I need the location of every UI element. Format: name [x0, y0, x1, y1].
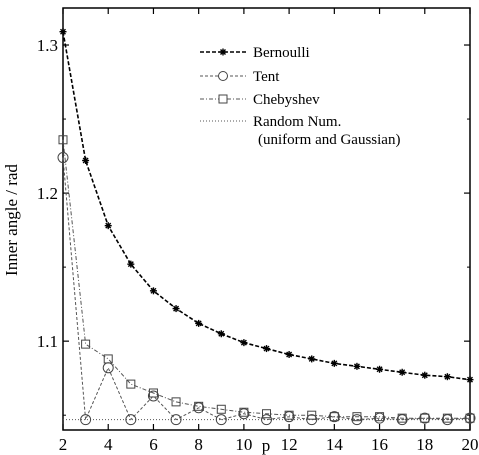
data-point-chebyshev: [262, 409, 271, 419]
legend-item-bernoulli: Bernoulli: [200, 45, 310, 61]
legend-label-bernoulli: Bernoulli: [253, 45, 310, 61]
x-axis-label: p: [262, 436, 271, 455]
y-axis-label: Inner angle / rad: [2, 164, 21, 276]
data-point-tent: [328, 411, 340, 423]
legend-label-tent: Tent: [253, 69, 280, 85]
legend-label-chebyshev: Chebyshev: [253, 92, 320, 108]
data-point-bernoulli: [466, 376, 474, 384]
x-tick-label: 4: [104, 435, 113, 454]
x-tick-label: 10: [235, 435, 252, 454]
data-point-tent: [193, 402, 205, 414]
legend-label-random-line2: (uniform and Gaussian): [258, 132, 400, 148]
legend: Bernoulli Tent Chebyshev Random Num. (un…: [200, 45, 400, 148]
series-line-tent: [62, 157, 471, 421]
data-point-tent: [57, 152, 69, 164]
legend-item-tent: Tent: [200, 69, 280, 85]
data-point-bernoulli: [82, 157, 90, 165]
x-tick-label: 14: [326, 435, 344, 454]
x-tick-label: 8: [194, 435, 203, 454]
data-point-bernoulli: [330, 359, 338, 367]
legend-item-random: Random Num. (uniform and Gaussian): [200, 114, 400, 148]
data-point-tent: [215, 414, 227, 426]
data-point-bernoulli: [195, 319, 203, 327]
data-point-bernoulli: [217, 330, 225, 338]
data-point-bernoulli: [104, 222, 112, 230]
data-point-tent: [351, 414, 363, 426]
data-point-bernoulli: [353, 362, 361, 370]
data-point-bernoulli: [240, 339, 248, 347]
data-point-tent: [441, 414, 453, 426]
data-point-bernoulli: [443, 373, 451, 381]
data-point-chebyshev: [329, 412, 339, 422]
data-point-tent: [80, 414, 92, 426]
data-point-chebyshev: [216, 404, 226, 414]
data-point-tent: [125, 414, 137, 426]
data-point-tent: [419, 412, 431, 424]
series-tent: [57, 152, 476, 426]
data-point-bernoulli: [59, 28, 67, 36]
data-point-chebyshev: [465, 413, 475, 423]
data-point-tent: [170, 414, 182, 426]
data-point-tent: [102, 362, 114, 374]
x-tick-label: 6: [149, 435, 158, 454]
data-point-bernoulli: [376, 365, 384, 373]
series-line-chebyshev: [62, 139, 470, 419]
data-point-tent: [306, 414, 318, 426]
data-point-tent: [283, 411, 295, 423]
series-layer: [57, 28, 476, 426]
data-point-bernoulli: [285, 350, 293, 358]
data-point-tent: [147, 390, 159, 402]
data-point-tent: [374, 412, 386, 424]
legend-marker-tent: [218, 71, 228, 81]
legend-marker-bernoulli: [219, 48, 227, 56]
data-point-tent: [238, 408, 250, 420]
data-point-chebyshev: [126, 379, 136, 389]
data-point-bernoulli: [127, 260, 135, 268]
series-bernoulli: [59, 28, 474, 384]
y-tick-label: 1.2: [37, 184, 58, 203]
data-point-bernoulli: [421, 371, 429, 379]
data-point-tent: [261, 414, 272, 426]
data-point-bernoulli: [398, 368, 406, 376]
ticks-layer: 2 4 6 8 10 12 14 16 18 20 1.1 1.2 1.3: [37, 8, 479, 454]
data-point-tent: [464, 412, 476, 424]
x-tick-label: 12: [281, 435, 298, 454]
legend-label-random: Random Num.: [253, 114, 341, 130]
legend-item-chebyshev: Chebyshev: [200, 92, 320, 108]
x-tick-label: 2: [59, 435, 68, 454]
x-tick-label: 20: [462, 435, 479, 454]
series-chebyshev: [58, 135, 475, 423]
data-point-bernoulli: [149, 287, 157, 295]
data-point-chebyshev: [81, 339, 91, 349]
plot-frame: [62, 7, 471, 431]
data-point-chebyshev: [171, 397, 181, 407]
y-tick-label: 1.3: [37, 36, 58, 55]
data-point-bernoulli: [308, 355, 316, 363]
data-point-bernoulli: [263, 345, 270, 353]
data-point-tent: [396, 414, 408, 426]
data-point-bernoulli: [172, 305, 180, 313]
y-tick-label: 1.1: [37, 332, 58, 351]
data-point-chebyshev: [58, 135, 68, 145]
x-tick-label: 18: [416, 435, 433, 454]
data-point-chebyshev: [307, 410, 317, 420]
legend-marker-chebyshev: [218, 94, 228, 104]
x-tick-label: 16: [371, 435, 388, 454]
